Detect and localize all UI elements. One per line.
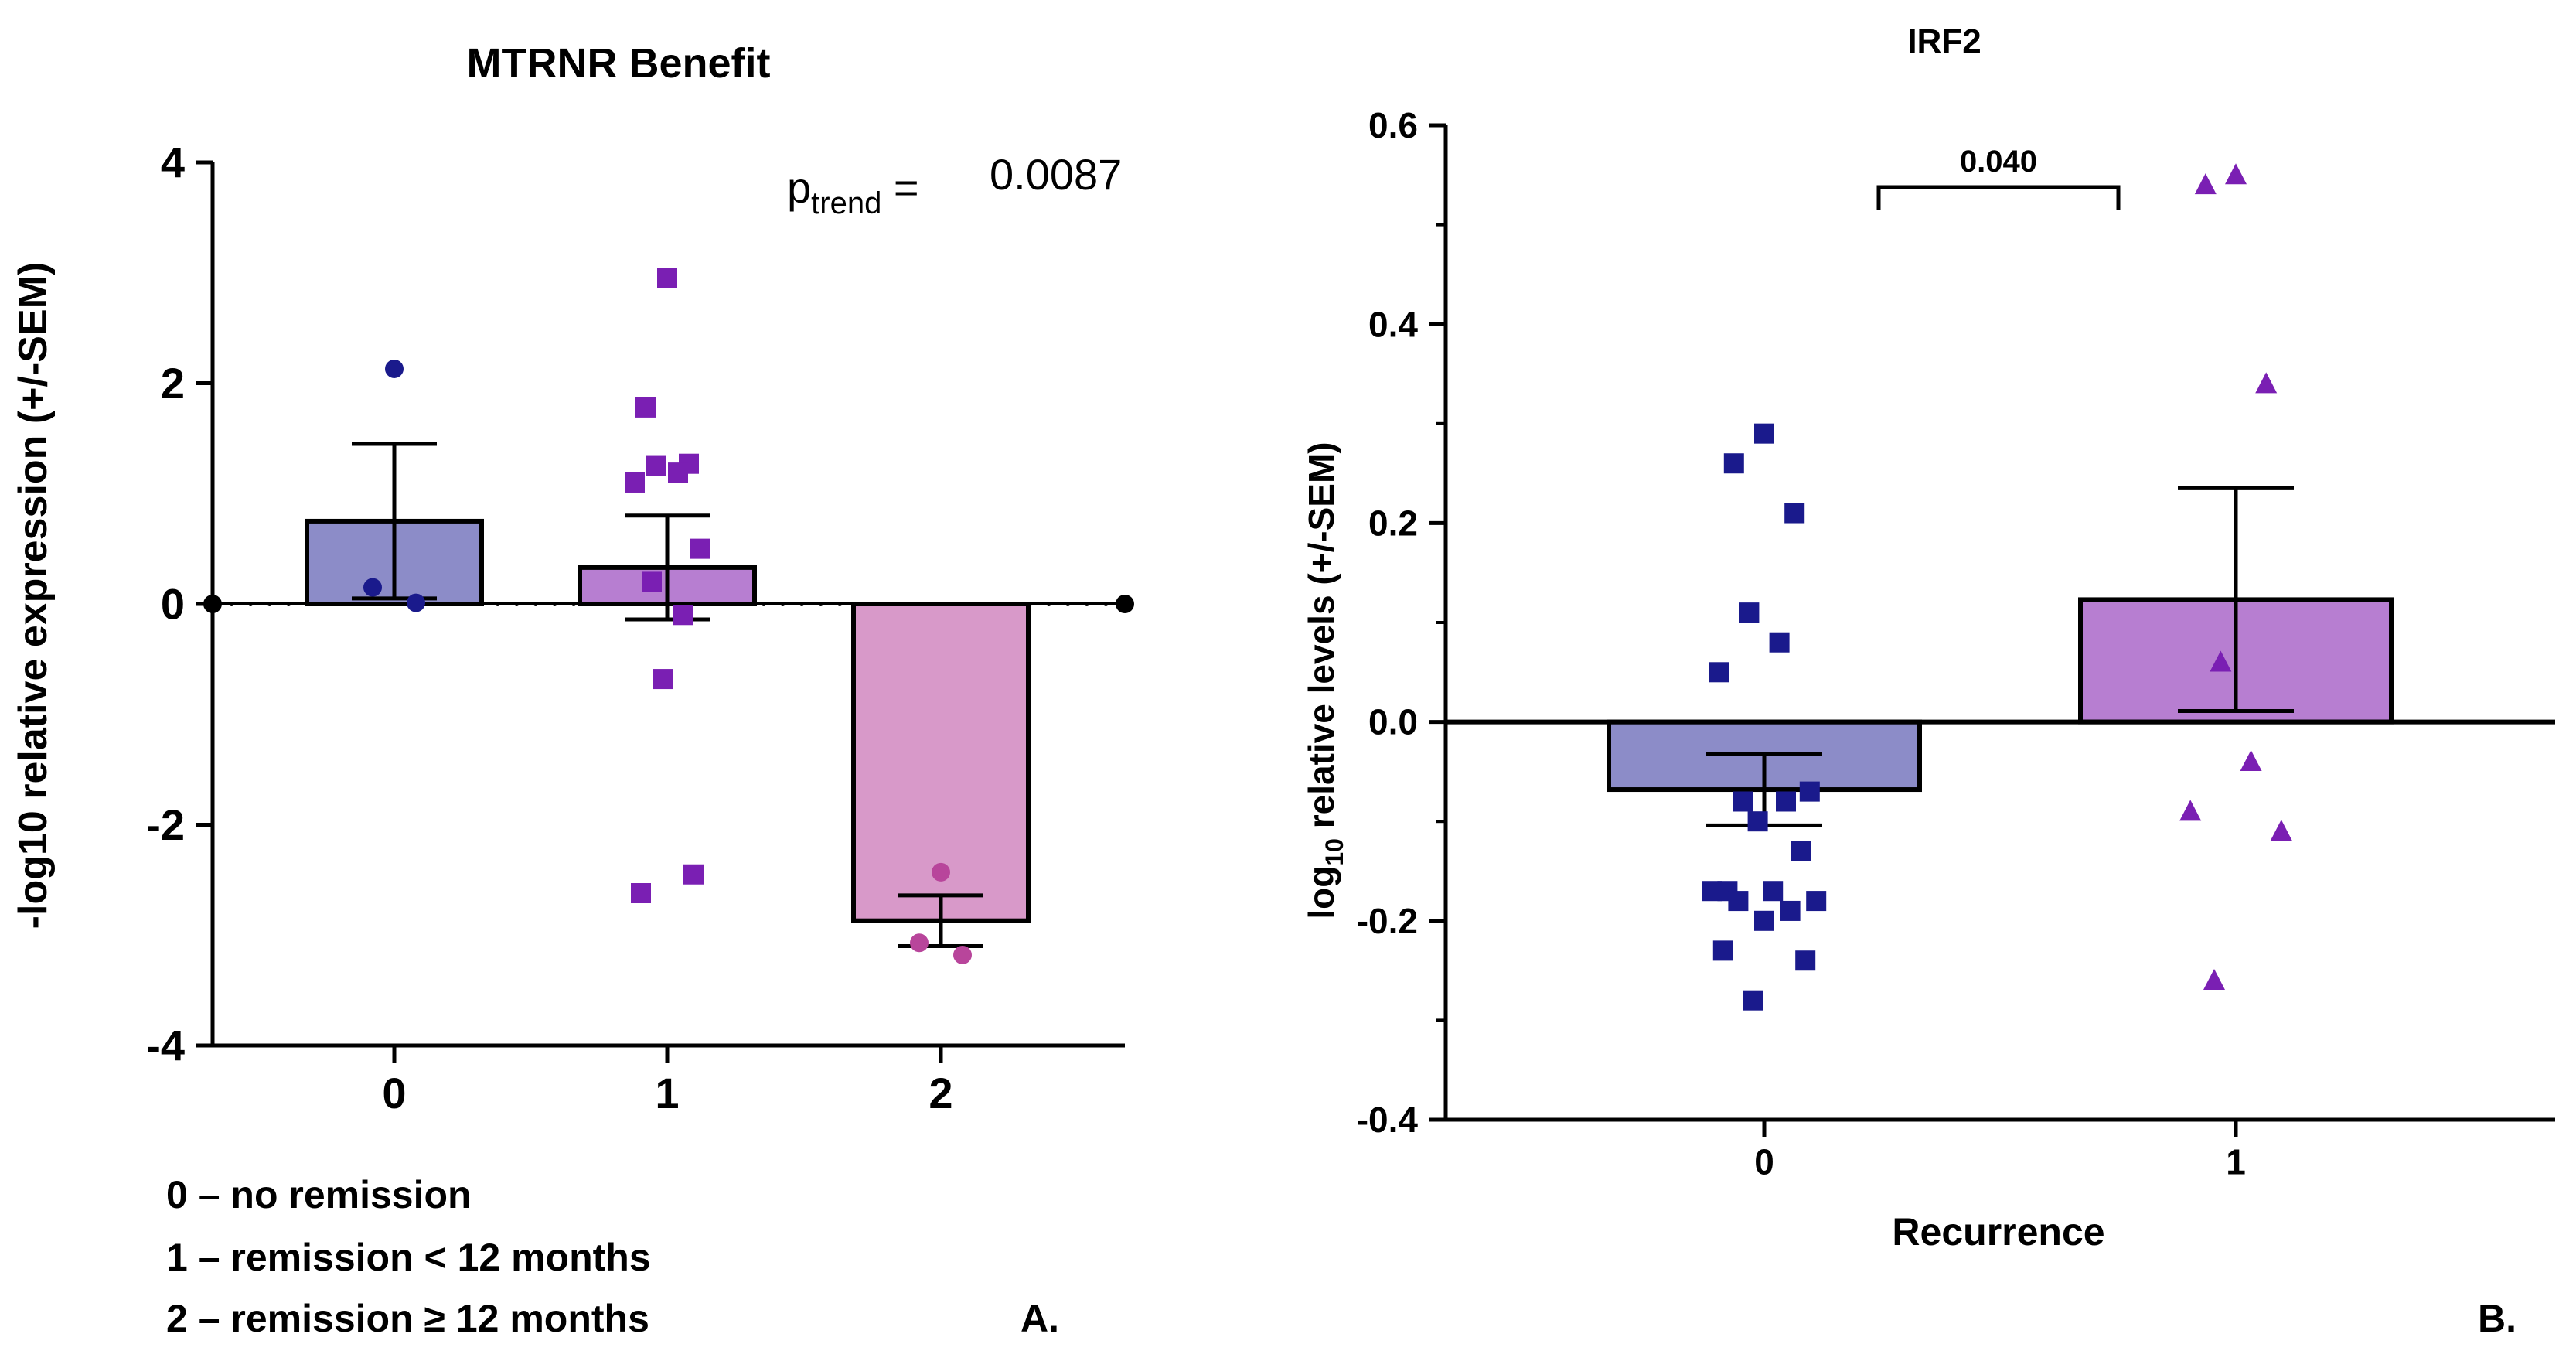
- data-point-0: [1739, 602, 1760, 623]
- panel-b-title: IRF2: [1907, 22, 1981, 60]
- data-point-1: [2270, 820, 2292, 841]
- panel-a-y-ticks: -4 -2 0 2 4: [146, 138, 213, 1070]
- data-point-1: [2240, 750, 2262, 772]
- y-tick-label: 0.4: [1368, 304, 1418, 344]
- panel-b-error-bars: [1706, 486, 2294, 827]
- data-point-1: [2203, 968, 2225, 990]
- legend-item-2: 2 – remission ≥ 12 months: [166, 1297, 649, 1340]
- y-tick-label: -0.2: [1357, 901, 1418, 941]
- data-point-0: [1723, 453, 1744, 474]
- data-point-0: [385, 359, 404, 378]
- panel-b-points: [1702, 163, 2292, 1011]
- panel-a-chart: MTRNR Benefit -log10 relative expression…: [11, 40, 1134, 1340]
- data-point-0: [1754, 423, 1774, 444]
- panel-a-label: A.: [1021, 1297, 1059, 1340]
- x-tick-label: 1: [2226, 1141, 2246, 1182]
- panel-b-y-axis-label: log10 relative levels (+/-SEM): [1301, 442, 1348, 919]
- data-point-1: [642, 571, 662, 592]
- panel-a-title: MTRNR Benefit: [467, 40, 771, 87]
- y-tick-label: 2: [161, 359, 185, 408]
- p-trend-subscript: trend: [811, 186, 881, 220]
- panel-b-bars: [1607, 597, 2394, 793]
- data-point-0: [1780, 900, 1801, 921]
- data-point-1: [683, 864, 704, 885]
- data-point-0: [1712, 940, 1733, 961]
- panel-b-label: B.: [2478, 1297, 2516, 1340]
- x-tick-label: 2: [929, 1069, 952, 1117]
- ylabel-prefix: log: [1301, 866, 1341, 919]
- panel-a-y-axis-label: -log10 relative expression (+/-SEM): [11, 262, 56, 930]
- data-point-1: [2179, 800, 2202, 821]
- data-point-0: [1763, 881, 1784, 902]
- data-point-1: [673, 605, 693, 626]
- data-point-0: [1709, 662, 1729, 683]
- data-point-0: [1769, 632, 1790, 653]
- legend-item-1: 1 – remission < 12 months: [166, 1236, 651, 1279]
- panel-b-x-axis-label: Recurrence: [1892, 1210, 2104, 1254]
- panel-a-p-trend-value: 0.0087: [990, 150, 1122, 199]
- data-point-0: [1776, 791, 1796, 812]
- data-point-1: [631, 883, 651, 904]
- data-point-0: [1702, 881, 1722, 902]
- x-tick-label: 0: [382, 1069, 406, 1117]
- y-tick-label: 0: [161, 580, 185, 629]
- data-point-0: [1784, 503, 1805, 524]
- panel-b-y-ticks: -0.4 -0.2 0.0 0.2 0.4 0.6: [1357, 105, 1446, 1140]
- data-point-0: [1733, 791, 1753, 812]
- significance-p-value: 0.040: [1960, 145, 2037, 179]
- ylabel-suffix: relative levels (+/-SEM): [1301, 442, 1341, 838]
- panel-b-significance: 0.040: [1876, 145, 2121, 210]
- p-trend-equals: =: [881, 163, 918, 212]
- data-point-1: [2210, 650, 2232, 672]
- data-point-1: [635, 397, 656, 418]
- significance-bracket: [1876, 185, 2121, 210]
- data-point-0: [1743, 990, 1763, 1011]
- data-point-0: [1747, 811, 1768, 832]
- panel-a-legend: 0 – no remission 1 – remission < 12 mont…: [166, 1173, 651, 1340]
- data-point-1: [2194, 173, 2217, 195]
- ylabel-subscript: 10: [1320, 838, 1348, 866]
- data-point-1: [646, 455, 666, 476]
- y-tick-label: 0.0: [1368, 702, 1418, 742]
- data-point-1: [2255, 372, 2278, 394]
- panel-a-x-ticks: 0 1 2: [382, 1045, 953, 1117]
- y-tick-label: 0.6: [1368, 105, 1418, 145]
- x-tick-label: 1: [655, 1069, 679, 1117]
- panel-b-chart: IRF2 log10 relative levels (+/-SEM) -0.4…: [1301, 22, 2555, 1340]
- data-point-1: [2225, 163, 2247, 185]
- data-point-1: [668, 462, 688, 483]
- data-point-0: [1795, 950, 1816, 971]
- data-point-1: [625, 472, 645, 493]
- p-trend-main: p: [787, 163, 811, 212]
- y-tick-label: -0.4: [1357, 1100, 1419, 1140]
- panel-a-error-bars: [352, 442, 983, 949]
- data-point-2: [910, 933, 929, 953]
- y-tick-label: -2: [146, 800, 185, 849]
- data-point-0: [1754, 910, 1774, 931]
- data-point-0: [363, 578, 382, 597]
- y-tick-label: -4: [146, 1022, 185, 1070]
- data-point-2: [953, 945, 972, 964]
- data-point-0: [407, 593, 425, 612]
- y-tick-label: 4: [161, 138, 185, 187]
- data-point-0: [1791, 841, 1811, 861]
- data-point-0: [1806, 891, 1827, 912]
- panel-a-points: [363, 268, 972, 964]
- data-point-1: [690, 538, 710, 559]
- data-point-0: [1728, 891, 1749, 912]
- data-point-1: [653, 669, 673, 690]
- data-point-0: [1799, 781, 1820, 802]
- x-tick-label: 0: [1754, 1141, 1774, 1182]
- data-point-1: [657, 268, 677, 288]
- data-point-2: [932, 862, 950, 882]
- legend-item-0: 0 – no remission: [166, 1173, 472, 1216]
- y-tick-label: 0.2: [1368, 503, 1418, 544]
- panel-a-p-trend-annotation: ptrend =: [787, 163, 919, 220]
